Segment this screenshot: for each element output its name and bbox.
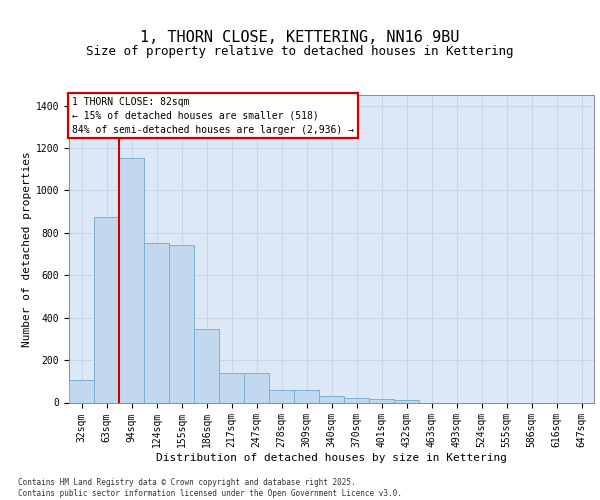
Text: Size of property relative to detached houses in Kettering: Size of property relative to detached ho… bbox=[86, 45, 514, 58]
X-axis label: Distribution of detached houses by size in Kettering: Distribution of detached houses by size … bbox=[156, 453, 507, 463]
Bar bbox=[69, 380, 94, 402]
Bar bbox=[119, 158, 144, 402]
Bar bbox=[219, 373, 244, 402]
Bar bbox=[319, 396, 344, 402]
Bar bbox=[94, 217, 119, 402]
Bar bbox=[394, 400, 419, 402]
Text: 1 THORN CLOSE: 82sqm
← 15% of detached houses are smaller (518)
84% of semi-deta: 1 THORN CLOSE: 82sqm ← 15% of detached h… bbox=[71, 96, 353, 134]
Text: 1, THORN CLOSE, KETTERING, NN16 9BU: 1, THORN CLOSE, KETTERING, NN16 9BU bbox=[140, 30, 460, 45]
Bar bbox=[144, 244, 169, 402]
Y-axis label: Number of detached properties: Number of detached properties bbox=[22, 151, 32, 346]
Bar bbox=[269, 390, 294, 402]
Bar bbox=[369, 400, 394, 402]
Text: Contains HM Land Registry data © Crown copyright and database right 2025.
Contai: Contains HM Land Registry data © Crown c… bbox=[18, 478, 402, 498]
Bar bbox=[294, 390, 319, 402]
Bar bbox=[169, 244, 194, 402]
Bar bbox=[244, 373, 269, 402]
Bar bbox=[194, 330, 219, 402]
Bar bbox=[344, 398, 369, 402]
